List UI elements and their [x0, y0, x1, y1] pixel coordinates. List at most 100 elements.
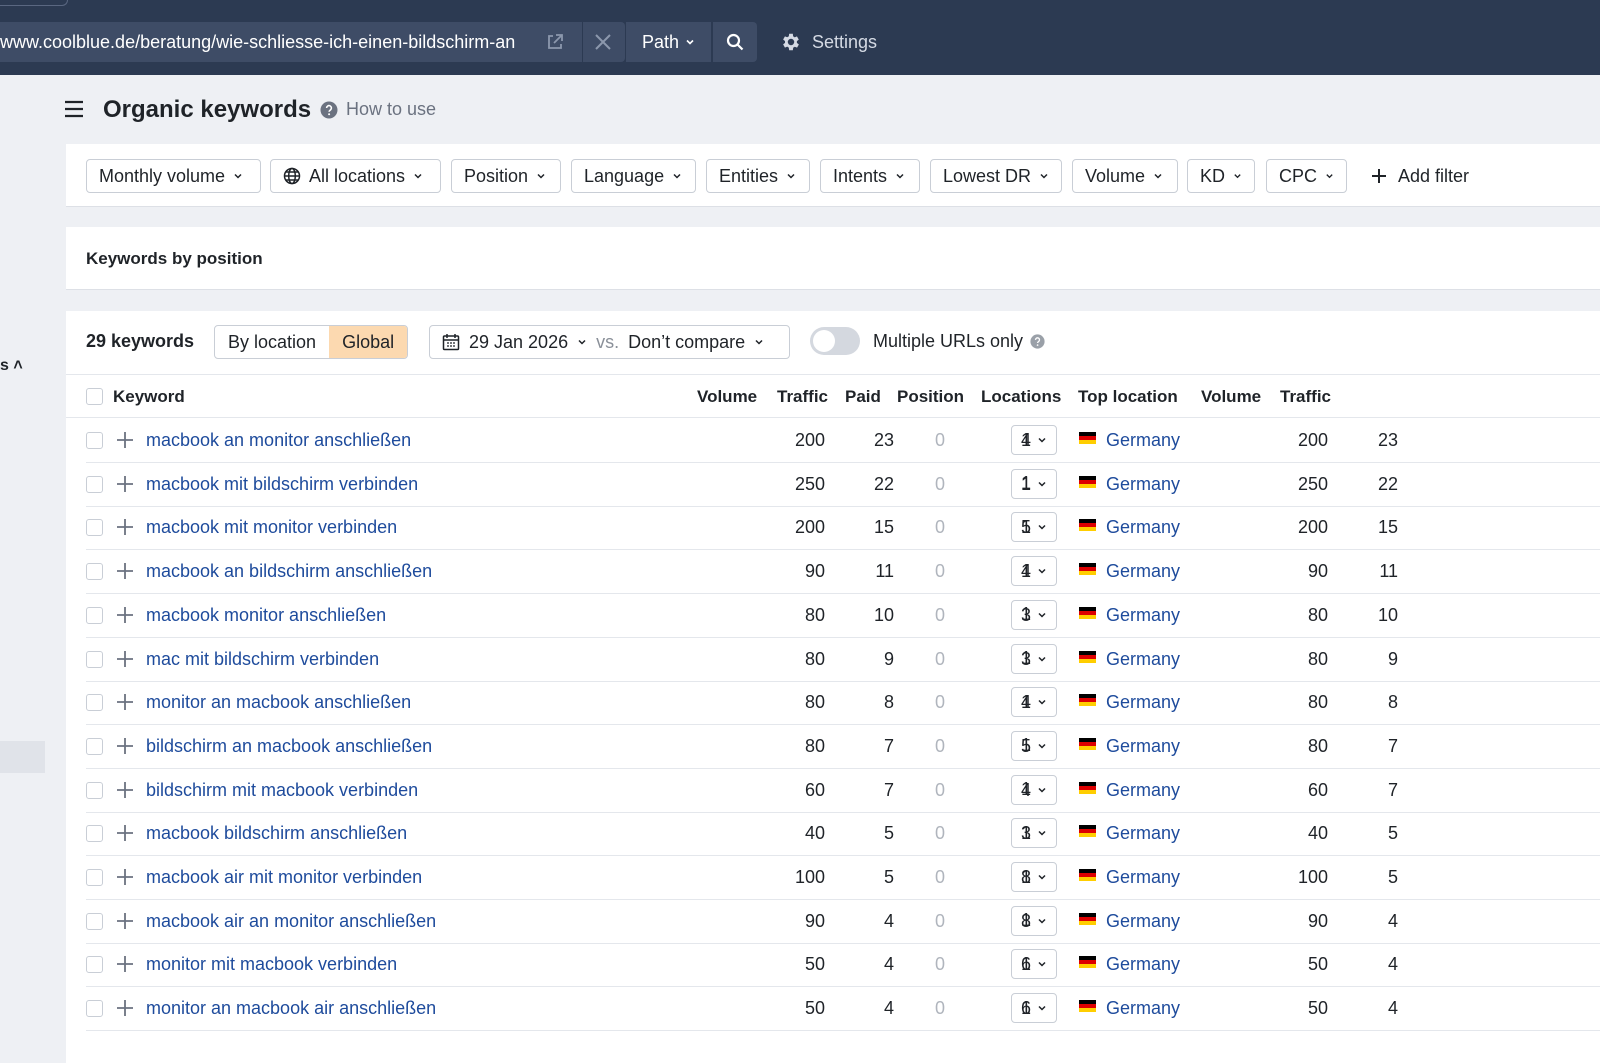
keyword-link[interactable]: macbook air mit monitor verbinden	[146, 867, 423, 887]
how-to-use-link[interactable]: How to use	[320, 99, 436, 120]
country-link[interactable]: Germany	[1106, 692, 1181, 713]
row-checkbox[interactable]	[86, 956, 103, 974]
plus-icon[interactable]	[116, 912, 134, 930]
col-top-location[interactable]: Top location	[1078, 387, 1178, 406]
plus-icon[interactable]	[116, 781, 134, 799]
plus-icon[interactable]	[116, 518, 134, 536]
row-checkbox[interactable]	[86, 606, 103, 624]
plus-icon[interactable]	[116, 475, 134, 493]
row-checkbox[interactable]	[86, 563, 103, 581]
keyword-link[interactable]: macbook mit bildschirm verbinden	[146, 473, 419, 494]
filter-position[interactable]: Position	[451, 159, 561, 193]
locations-dropdown[interactable]: 1	[1011, 425, 1057, 455]
filter-language[interactable]: Language	[571, 159, 696, 193]
country-link[interactable]: Germany	[1106, 867, 1181, 887]
url-text[interactable]: www.coolblue.de/beratung/wie-schliesse-i…	[0, 31, 516, 52]
row-checkbox[interactable]	[86, 869, 103, 886]
country-link[interactable]: Germany	[1106, 735, 1181, 756]
locations-dropdown[interactable]: 1	[1011, 993, 1057, 1024]
keyword-link[interactable]: macbook air an monitor anschließen	[146, 910, 437, 931]
close-icon[interactable]	[592, 31, 614, 53]
col-locations[interactable]: Locations	[981, 387, 1062, 406]
filter-cpc[interactable]: CPC	[1266, 159, 1347, 193]
plus-icon[interactable]	[116, 955, 134, 973]
country-link[interactable]: Germany	[1106, 430, 1181, 450]
country-link[interactable]: Germany	[1106, 517, 1181, 538]
row-checkbox[interactable]	[86, 432, 103, 449]
multiple-urls-toggle[interactable]	[810, 327, 860, 355]
plus-icon[interactable]	[116, 562, 134, 580]
locations-dropdown[interactable]: 1	[1011, 818, 1057, 849]
keyword-link[interactable]: monitor mit macbook verbinden	[146, 954, 398, 975]
keyword-link[interactable]: macbook an monitor anschließen	[146, 430, 412, 450]
plus-icon[interactable]	[116, 606, 134, 624]
plus-icon[interactable]	[116, 650, 134, 668]
locations-dropdown[interactable]: 1	[1011, 949, 1057, 980]
hamburger-icon[interactable]	[64, 100, 84, 118]
plus-icon[interactable]	[116, 999, 134, 1017]
row-checkbox[interactable]	[86, 650, 103, 668]
locations-dropdown[interactable]: 1	[1011, 512, 1057, 543]
col-keyword[interactable]: Keyword	[113, 387, 185, 406]
select-all-checkbox[interactable]	[86, 388, 103, 405]
filter-volume[interactable]: Volume	[1072, 159, 1178, 193]
filter-kd[interactable]: KD	[1187, 159, 1255, 193]
row-checkbox[interactable]	[86, 1000, 103, 1018]
row-checkbox[interactable]	[86, 475, 103, 493]
country-link[interactable]: Germany	[1106, 910, 1181, 931]
locations-dropdown[interactable]: 1	[1011, 687, 1057, 718]
country-link[interactable]: Germany	[1106, 823, 1181, 844]
filter-monthly-volume[interactable]: Monthly volume	[86, 159, 261, 193]
by-location-tab[interactable]: By location	[228, 331, 317, 352]
filter-entities[interactable]: Entities	[706, 159, 810, 193]
plus-icon[interactable]	[116, 824, 134, 842]
question-icon[interactable]	[1030, 334, 1045, 349]
plus-icon[interactable]	[116, 737, 134, 755]
locations-dropdown[interactable]: 1	[1011, 730, 1057, 761]
filter-lowest-dr[interactable]: Lowest DR	[930, 159, 1062, 193]
sidebar-section-toggle[interactable]: s ˄	[0, 357, 23, 374]
filter-all-locations[interactable]: All locations	[270, 159, 441, 193]
country-link[interactable]: Germany	[1106, 998, 1181, 1019]
col-volume[interactable]: Volume	[697, 387, 758, 406]
locations-dropdown[interactable]: 1	[1011, 643, 1057, 674]
col-location-traffic[interactable]: Traffic	[1280, 387, 1332, 406]
keyword-link[interactable]: monitor an macbook air anschließen	[146, 998, 437, 1019]
locations-dropdown[interactable]: 1	[1011, 556, 1057, 587]
keyword-link[interactable]: bildschirm mit macbook verbinden	[146, 779, 419, 800]
row-checkbox[interactable]	[86, 519, 103, 537]
row-checkbox[interactable]	[86, 737, 103, 755]
plus-icon[interactable]	[116, 693, 134, 711]
url-field[interactable]: www.coolblue.de/beratung/wie-schliesse-i…	[0, 22, 625, 62]
row-checkbox[interactable]	[86, 825, 103, 843]
date-compare-selector[interactable]: 29 Jan 2026 vs. Don’t compare	[429, 325, 790, 359]
global-tab[interactable]: Global	[329, 326, 408, 358]
locations-dropdown[interactable]: 1	[1011, 599, 1057, 630]
country-link[interactable]: Germany	[1106, 648, 1181, 669]
country-link[interactable]: Germany	[1106, 779, 1181, 800]
keyword-link[interactable]: monitor an macbook anschließen	[146, 692, 412, 713]
country-link[interactable]: Germany	[1106, 473, 1181, 494]
keyword-link[interactable]: macbook monitor anschließen	[146, 604, 387, 625]
keyword-link[interactable]: mac mit bildschirm verbinden	[146, 648, 380, 669]
keyword-link[interactable]: macbook mit monitor verbinden	[146, 517, 398, 538]
locations-dropdown[interactable]: 1	[1011, 774, 1057, 805]
row-checkbox[interactable]	[86, 781, 103, 799]
locations-dropdown[interactable]: 1	[1011, 468, 1057, 499]
plus-icon[interactable]	[116, 431, 134, 449]
add-filter-button[interactable]: Add filter	[1370, 159, 1469, 193]
filter-intents[interactable]: Intents	[820, 159, 920, 193]
col-traffic[interactable]: Traffic	[777, 387, 829, 406]
search-button[interactable]	[713, 22, 757, 62]
keyword-link[interactable]: macbook an bildschirm anschließen	[146, 561, 433, 582]
external-link-icon[interactable]	[545, 32, 565, 52]
path-dropdown[interactable]: Path	[626, 22, 711, 62]
locations-dropdown[interactable]: 1	[1011, 862, 1057, 892]
row-checkbox[interactable]	[86, 912, 103, 930]
locations-dropdown[interactable]: 1	[1011, 905, 1057, 936]
country-link[interactable]: Germany	[1106, 954, 1181, 975]
col-location-volume[interactable]: Volume	[1201, 387, 1262, 406]
keyword-link[interactable]: macbook bildschirm anschließen	[146, 823, 408, 844]
country-link[interactable]: Germany	[1106, 561, 1181, 582]
plus-icon[interactable]	[116, 868, 134, 886]
